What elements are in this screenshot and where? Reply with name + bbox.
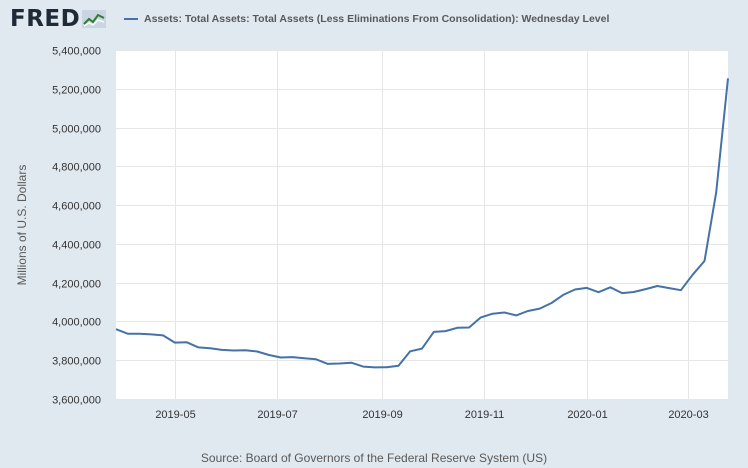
x-tick-label: 2020-01 bbox=[567, 409, 607, 421]
legend-swatch bbox=[124, 18, 138, 20]
grid-lines bbox=[116, 50, 728, 400]
y-tick-label: 3,600,000 bbox=[52, 395, 101, 407]
y-tick-label: 5,400,000 bbox=[52, 46, 101, 58]
logo-text: FRED bbox=[10, 6, 81, 32]
x-tick-label: 2019-11 bbox=[465, 409, 505, 421]
series-layer bbox=[115, 78, 729, 369]
x-tick-label: 2019-05 bbox=[155, 409, 195, 421]
y-tick-label: 5,200,000 bbox=[52, 85, 101, 97]
y-tick-label: 4,200,000 bbox=[52, 279, 101, 291]
y-tick-label: 4,400,000 bbox=[52, 240, 101, 252]
chart-header: FRED Assets: Total Assets: Total Assets … bbox=[0, 0, 748, 42]
fred-logo[interactable]: FRED bbox=[10, 6, 107, 32]
y-tick-label: 5,000,000 bbox=[52, 124, 101, 136]
series-line bbox=[115, 78, 729, 369]
plot-area bbox=[116, 50, 728, 399]
legend-label: Assets: Total Assets: Total Assets (Less… bbox=[144, 13, 610, 25]
x-tick-label: 2020-03 bbox=[668, 409, 708, 421]
x-tick-labels: 2019-05 2019-07 2019-09 2019-11 2020-01 2020-… bbox=[155, 409, 708, 421]
y-tick-label: 3,800,000 bbox=[52, 356, 101, 368]
y-tick-label: 4,800,000 bbox=[52, 162, 101, 174]
sparkline-icon bbox=[82, 10, 107, 28]
x-tick-label: 2019-09 bbox=[362, 409, 402, 421]
y-tick-label: 4,000,000 bbox=[52, 317, 101, 329]
x-tick-label: 2019-07 bbox=[257, 409, 297, 421]
y-tick-label: 4,600,000 bbox=[52, 201, 101, 213]
chart-legend: Assets: Total Assets: Total Assets (Less… bbox=[124, 13, 609, 25]
y-tick-labels: 3,600,000 3,800,000 4,000,000 4,200,000 4,40… bbox=[52, 46, 101, 407]
source-note: Source: Board of Governors of the Federa… bbox=[200, 451, 548, 465]
